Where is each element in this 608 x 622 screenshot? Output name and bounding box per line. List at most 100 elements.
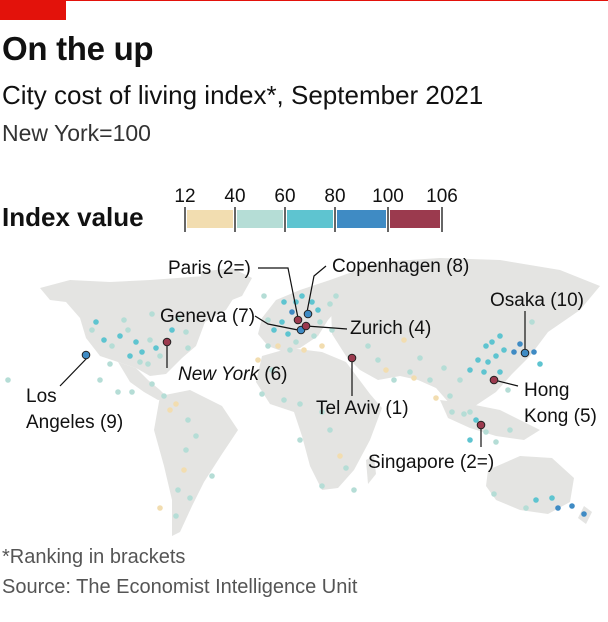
- city-dot: [175, 487, 181, 493]
- label-zurich: Zurich (4): [350, 318, 431, 339]
- city-dot: [127, 353, 133, 359]
- city-dot: [493, 439, 499, 445]
- city-dot: [417, 355, 423, 361]
- source-note: Source: The Economist Intelligence Unit: [2, 576, 358, 598]
- city-dot: [271, 327, 277, 333]
- city-labels: Paris (2=) Copenhagen (8) Geneva (7) Zur…: [26, 256, 597, 473]
- city-dot: [5, 377, 11, 383]
- city-dot: [149, 311, 155, 317]
- city-marker-paris: [293, 315, 303, 325]
- legend-bin-60-80: [287, 210, 333, 228]
- city-dot: [319, 483, 325, 489]
- city-dot: [183, 447, 189, 453]
- city-dot: [279, 319, 285, 325]
- city-dot: [149, 381, 155, 387]
- city-dot: [89, 327, 95, 333]
- legend-tick-100: 100: [372, 186, 404, 207]
- legend-bin-40-60: [237, 210, 283, 228]
- city-dot: [287, 347, 293, 353]
- city-dot: [531, 349, 537, 355]
- city-dot: [173, 401, 179, 407]
- city-dot: [265, 317, 271, 323]
- label-geneva: Geneva (7): [160, 306, 255, 327]
- city-dot: [343, 465, 349, 471]
- city-dot: [473, 417, 479, 423]
- city-dot: [517, 341, 523, 347]
- city-dot: [209, 473, 215, 479]
- city-marker-new-york: [162, 337, 172, 347]
- city-dot: [97, 377, 103, 383]
- city-dot: [475, 357, 481, 363]
- city-dot: [461, 411, 467, 417]
- legend-tick-106: 106: [426, 186, 458, 207]
- label-los-angeles-line2: Angeles (9): [26, 412, 123, 433]
- city-dot: [161, 393, 167, 399]
- city-dot: [157, 353, 163, 359]
- city-dot: [391, 377, 397, 383]
- city-dot: [501, 347, 507, 353]
- land-central-america: [118, 362, 168, 400]
- city-dot: [93, 319, 99, 325]
- city-dot: [289, 309, 295, 315]
- city-dot: [467, 409, 473, 415]
- label-osaka: Osaka (10): [490, 290, 584, 311]
- city-dot: [297, 437, 303, 443]
- legend-tick-80: 80: [324, 186, 345, 207]
- city-dot: [401, 337, 407, 343]
- legend: 12 40 60 80 100 106: [174, 186, 458, 232]
- label-tel-aviv: Tel Aviv (1): [316, 398, 409, 419]
- legend-bin-80-100: [337, 210, 386, 228]
- label-hong-kong-line2: Kong (5): [524, 406, 597, 427]
- city-dot: [121, 317, 127, 323]
- city-dot: [485, 359, 491, 365]
- city-dot: [315, 307, 321, 313]
- city-dot: [489, 339, 495, 345]
- city-dot: [285, 331, 291, 337]
- city-dot: [533, 497, 539, 503]
- city-dot: [185, 417, 191, 423]
- legend-tick-40: 40: [224, 186, 245, 207]
- city-dot: [169, 327, 175, 333]
- land-north-america: [40, 276, 240, 376]
- city-marker-singapore: [476, 420, 486, 430]
- land-greenland: [200, 268, 252, 304]
- city-dots: [5, 293, 587, 519]
- city-dot: [327, 427, 333, 433]
- land-australia: [486, 456, 574, 514]
- city-dot: [507, 427, 513, 433]
- city-dot: [145, 361, 151, 367]
- city-dot: [569, 503, 575, 509]
- city-dot: [281, 397, 287, 403]
- city-dot: [497, 333, 503, 339]
- city-dot: [317, 319, 323, 325]
- city-dot: [505, 387, 511, 393]
- city-dot: [265, 343, 271, 349]
- land-southeast-asia: [440, 400, 540, 440]
- city-dot: [125, 327, 131, 333]
- city-dot: [467, 437, 473, 443]
- city-dot: [255, 357, 261, 363]
- city-dot: [329, 327, 335, 333]
- city-dot: [481, 369, 487, 375]
- footnote: *Ranking in brackets: [2, 546, 186, 568]
- city-dot: [311, 333, 317, 339]
- land-africa: [256, 348, 382, 490]
- city-dot: [351, 487, 357, 493]
- city-dot: [467, 367, 473, 373]
- land-europe: [258, 280, 350, 352]
- legend-bin-100-106: [390, 210, 440, 228]
- city-dot: [117, 333, 123, 339]
- city-dot: [133, 339, 139, 345]
- city-dot: [173, 513, 179, 519]
- city-marker-osaka: [520, 348, 530, 358]
- chart-unit: New York=100: [2, 120, 151, 146]
- land-madagascar: [366, 456, 376, 484]
- brand-tag: [0, 0, 66, 20]
- label-singapore: Singapore (2=): [368, 452, 494, 473]
- city-dot: [537, 361, 543, 367]
- legend-title: Index value: [2, 202, 144, 232]
- city-dot: [319, 409, 325, 415]
- label-copenhagen: Copenhagen (8): [332, 256, 469, 277]
- city-dot: [293, 339, 299, 345]
- city-dot: [497, 369, 503, 375]
